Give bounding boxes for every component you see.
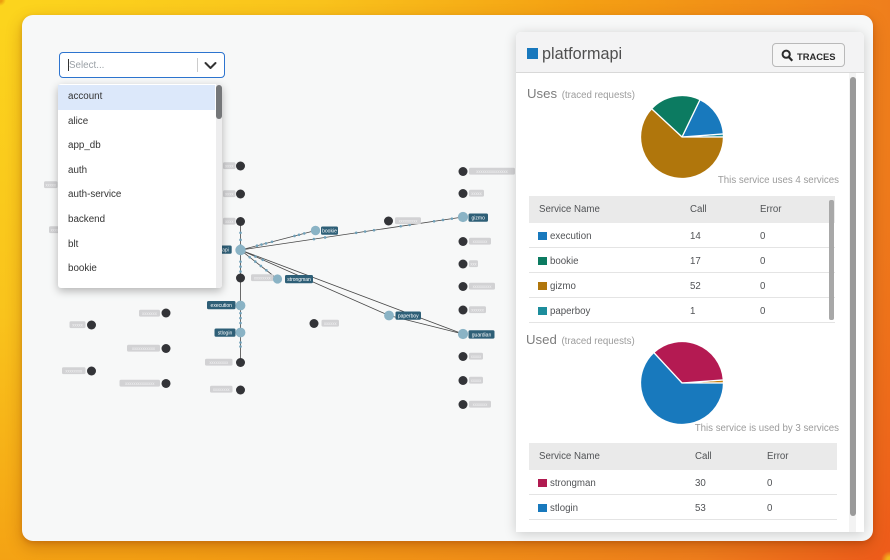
svg-text:xxxx: xxxx: [225, 164, 234, 169]
svg-text:xxxxxx: xxxxxx: [471, 308, 484, 313]
svg-text:xxxx: xxxx: [225, 192, 234, 197]
svg-text:xxxxx: xxxxx: [72, 323, 83, 328]
svg-text:xxxxxxxxxxx: xxxxxxxxxxx: [132, 346, 156, 351]
svg-text:guardian: guardian: [472, 332, 492, 338]
svg-text:xxxxx: xxxxx: [471, 378, 482, 383]
svg-text:xxxxxxxxxxxxxx: xxxxxxxxxxxxxx: [125, 381, 155, 386]
svg-text:xxxxxxxxxxxxxxx: xxxxxxxxxxxxxxx: [476, 169, 508, 174]
svg-text:xxxxx: xxxxx: [471, 191, 482, 196]
svg-text:strongman: strongman: [287, 277, 311, 283]
svg-text:xxxxxx: xxxxxx: [324, 321, 337, 326]
svg-text:xxxxxxx: xxxxxxx: [473, 402, 489, 407]
svg-text:xxx: xxx: [470, 262, 477, 267]
svg-text:xxxx: xxxx: [225, 219, 234, 224]
svg-text:xxxxxxx: xxxxxxx: [473, 239, 489, 244]
svg-text:stlogin: stlogin: [218, 331, 233, 337]
svg-text:gizmo: gizmo: [472, 216, 486, 222]
svg-text:xxxxxxxx: xxxxxxxx: [65, 369, 83, 374]
svg-text:xxxxxxxxx: xxxxxxxxx: [209, 360, 229, 365]
svg-text:bookie: bookie: [322, 229, 337, 235]
svg-text:xxxxx: xxxxx: [46, 183, 57, 188]
svg-text:api: api: [222, 248, 229, 254]
svg-text:paperboy: paperboy: [398, 314, 419, 320]
svg-text:xxxx: xxxx: [51, 228, 60, 233]
svg-text:xxxxx: xxxxx: [471, 354, 482, 359]
svg-text:xxxxxxxxx: xxxxxxxxx: [399, 219, 419, 224]
svg-text:xxxxxxxxx: xxxxxxxxx: [473, 284, 493, 289]
svg-text:xxxxxxx: xxxxxxx: [142, 311, 158, 316]
svg-text:execution: execution: [211, 303, 233, 309]
svg-text:xxxxxxxx: xxxxxxxx: [213, 387, 231, 392]
svg-text:xxxxxxxx: xxxxxxxx: [254, 276, 272, 281]
